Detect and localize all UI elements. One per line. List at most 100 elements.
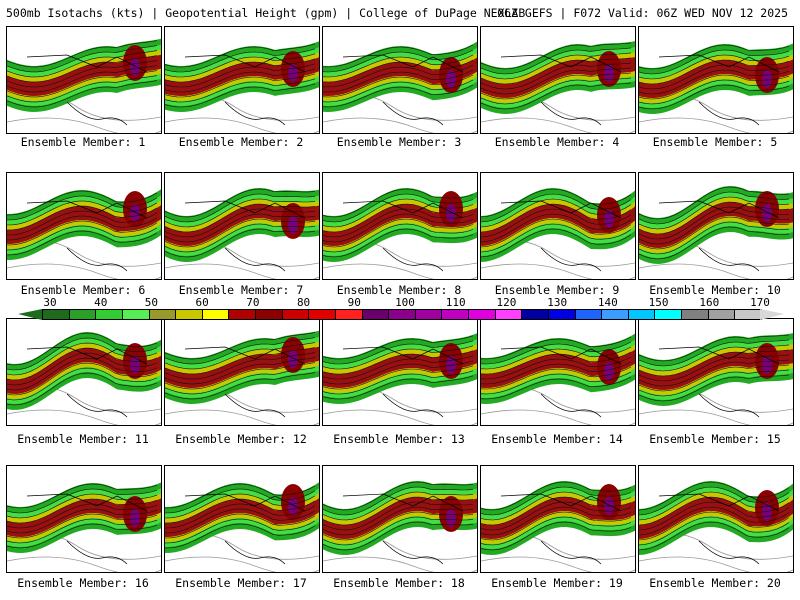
political-border (658, 200, 780, 219)
geopotential-contour (165, 347, 316, 375)
ensemble-member-map (322, 318, 478, 426)
political-border (26, 346, 148, 365)
geopotential-contour (165, 223, 316, 253)
ensemble-member-label: Ensemble Member: 14 (491, 432, 623, 446)
colorbar-swatch (575, 310, 603, 319)
colorbar-swatch (96, 310, 123, 319)
ensemble-member-map (164, 26, 320, 134)
geopotential-contour (323, 481, 474, 511)
colorbar-swatch (682, 310, 709, 319)
geopotential-contour (481, 52, 632, 80)
jet-core (288, 350, 298, 368)
colorbar-swatch (309, 310, 336, 319)
political-border (342, 493, 464, 512)
colorbar-tick-label: 30 (43, 296, 57, 309)
geopotential-contour (639, 374, 790, 402)
geopotential-contour (7, 45, 158, 73)
geopotential-contour (639, 216, 790, 250)
geopotential-contour (7, 523, 158, 549)
geopotential-contour (323, 198, 474, 228)
geopotential-contour (481, 511, 632, 541)
jet-core (130, 356, 140, 374)
geopotential-contour (323, 79, 474, 103)
geopotential-contour (481, 336, 632, 360)
geopotential-contour (639, 511, 790, 541)
political-border (500, 346, 622, 365)
coastline (698, 393, 760, 418)
political-border (500, 200, 622, 219)
ensemble-member-map (164, 318, 320, 426)
height-contour (481, 409, 635, 425)
chart-header: 500mb Isotachs (kts) | Geopotential Heig… (6, 6, 796, 20)
geopotential-contour (481, 346, 632, 370)
coastline (698, 540, 760, 565)
colorbar-left-arrow (18, 309, 42, 320)
colorbar-tick-label: 40 (94, 296, 108, 309)
geopotential-contour (165, 73, 316, 98)
ensemble-member-map (6, 26, 162, 134)
political-border (184, 493, 306, 512)
colorbar-swatch (282, 310, 310, 319)
geopotential-contour (165, 58, 316, 83)
jet-core (288, 216, 298, 234)
geopotential-contour (165, 68, 316, 93)
geopotential-contour (639, 339, 790, 367)
jet-core (130, 509, 140, 527)
height-contour (323, 263, 477, 279)
colorbar-tick-label: 170 (750, 296, 770, 309)
ensemble-member-map (6, 172, 162, 280)
geopotential-contour (7, 513, 158, 539)
geopotential-contour (481, 366, 632, 390)
ensemble-member-label: Ensemble Member: 2 (178, 135, 304, 149)
geopotential-contour (7, 65, 158, 93)
geopotential-contour (7, 332, 158, 366)
geopotential-contour (165, 362, 316, 390)
geopotential-contour (481, 188, 632, 218)
geopotential-contour (165, 218, 316, 248)
height-contour (481, 117, 635, 133)
jet-band-90kt (481, 57, 635, 98)
ensemble-member-label: Ensemble Member: 4 (494, 135, 620, 149)
ensemble-member-map (480, 465, 636, 573)
geopotential-contour (639, 501, 790, 531)
geopotential-contour (7, 50, 158, 78)
geopotential-contour (481, 228, 632, 258)
ensemble-member-map (164, 465, 320, 573)
geopotential-contour (7, 70, 158, 98)
coastline (698, 101, 760, 126)
geopotential-contour (165, 213, 316, 243)
geopotential-contour (323, 501, 474, 531)
geopotential-contour (323, 521, 474, 551)
colorbar-tick-label: 140 (597, 296, 618, 309)
geopotential-contour (639, 491, 790, 521)
geopotential-contour (639, 64, 790, 90)
geopotential-contour (639, 344, 790, 372)
jet-band-90kt (323, 497, 477, 539)
height-contour (165, 117, 319, 133)
geopotential-contour (165, 498, 316, 524)
jet-core (762, 70, 772, 88)
height-contour (639, 263, 793, 279)
colorbar-swatch (202, 310, 230, 319)
geopotential-contour (323, 335, 474, 360)
colorbar-right-arrow (760, 309, 784, 320)
coastline (66, 247, 128, 272)
ensemble-member-label: Ensemble Member: 10 (649, 283, 781, 297)
geopotential-contour (481, 501, 632, 531)
jet-band-70kt (639, 492, 793, 544)
colorbar-tick-label: 110 (445, 296, 466, 309)
height-contour (323, 556, 477, 572)
geopotential-contour (639, 206, 790, 240)
geopotential-contour (323, 486, 474, 516)
map-plot (481, 333, 635, 425)
geopotential-contour (7, 347, 158, 381)
ensemble-member-map (6, 318, 162, 426)
geopotential-contour (323, 44, 474, 68)
jet-band-70kt (7, 343, 161, 399)
ensemble-member-map (638, 318, 794, 426)
geopotential-contour (323, 203, 474, 233)
ensemble-member-label: Ensemble Member: 20 (649, 576, 781, 590)
colorbar-swatch (256, 310, 283, 319)
geopotential-contour (7, 220, 158, 246)
geopotential-contour (7, 362, 158, 396)
